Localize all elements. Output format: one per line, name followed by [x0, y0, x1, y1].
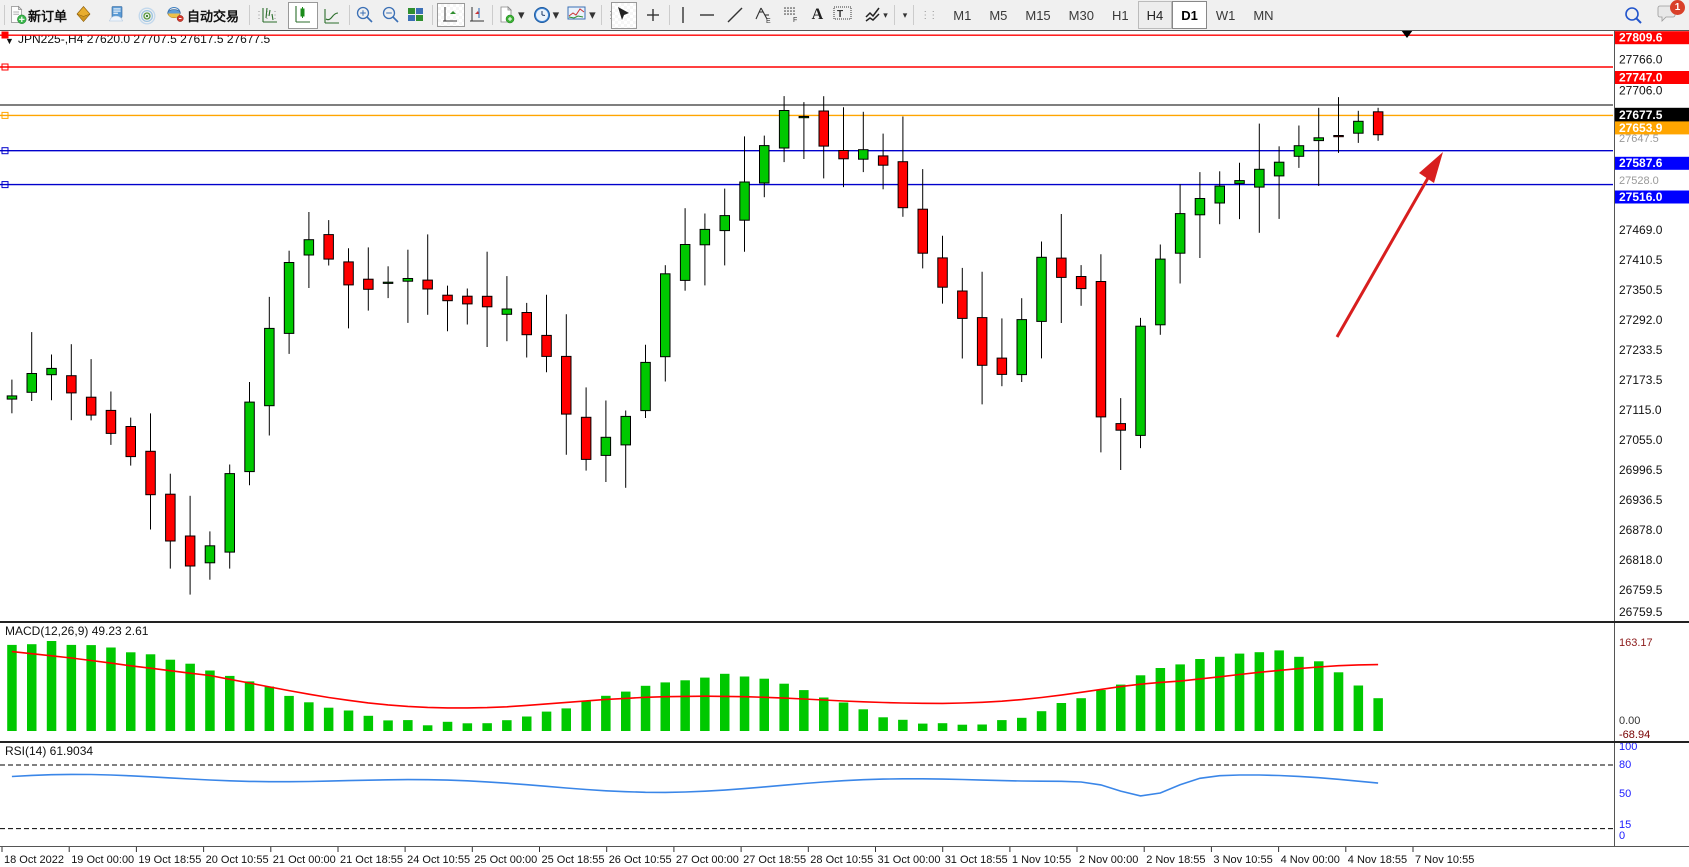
svg-text:26878.0: 26878.0 — [1619, 523, 1663, 537]
svg-text:27 Oct 18:55: 27 Oct 18:55 — [743, 854, 806, 866]
svg-text:19 Oct 00:00: 19 Oct 00:00 — [71, 854, 134, 866]
svg-text:26759.5: 26759.5 — [1619, 605, 1663, 619]
svg-text:MACD(12,26,9) 49.23 2.61: MACD(12,26,9) 49.23 2.61 — [5, 624, 149, 638]
svg-text:27469.0: 27469.0 — [1619, 223, 1663, 237]
svg-text:2 Nov 00:00: 2 Nov 00:00 — [1079, 854, 1138, 866]
svg-text:26996.5: 26996.5 — [1619, 463, 1663, 477]
svg-text:7 Nov 10:55: 7 Nov 10:55 — [1415, 854, 1474, 866]
svg-text:27292.0: 27292.0 — [1619, 313, 1663, 327]
svg-text:3 Nov 10:55: 3 Nov 10:55 — [1213, 854, 1272, 866]
svg-text:27350.5: 27350.5 — [1619, 283, 1663, 297]
svg-text:28 Oct 10:55: 28 Oct 10:55 — [810, 854, 873, 866]
svg-text:1 Nov 10:55: 1 Nov 10:55 — [1012, 854, 1071, 866]
svg-text:27 Oct 00:00: 27 Oct 00:00 — [676, 854, 739, 866]
svg-text:27516.0: 27516.0 — [1619, 190, 1663, 204]
svg-text:27173.5: 27173.5 — [1619, 373, 1663, 387]
svg-text:2 Nov 18:55: 2 Nov 18:55 — [1146, 854, 1205, 866]
svg-text:27766.0: 27766.0 — [1619, 53, 1663, 67]
svg-text:26936.5: 26936.5 — [1619, 493, 1663, 507]
svg-text:E: E — [766, 18, 771, 24]
svg-text:27747.0: 27747.0 — [1619, 71, 1663, 85]
svg-text:25 Oct 18:55: 25 Oct 18:55 — [542, 854, 605, 866]
svg-text:RSI(14) 61.9034: RSI(14) 61.9034 — [5, 744, 93, 758]
svg-text:19 Oct 18:55: 19 Oct 18:55 — [138, 854, 201, 866]
svg-text:27677.5: 27677.5 — [1619, 108, 1663, 122]
svg-text:31 Oct 18:55: 31 Oct 18:55 — [945, 854, 1008, 866]
svg-text:26759.5: 26759.5 — [1619, 583, 1663, 597]
svg-text:31 Oct 00:00: 31 Oct 00:00 — [878, 854, 941, 866]
svg-text:25 Oct 00:00: 25 Oct 00:00 — [474, 854, 537, 866]
svg-text:T: T — [837, 9, 843, 20]
svg-text:18 Oct 2022: 18 Oct 2022 — [4, 854, 64, 866]
svg-text:27115.0: 27115.0 — [1619, 403, 1662, 417]
svg-text:21 Oct 18:55: 21 Oct 18:55 — [340, 854, 403, 866]
svg-text:24 Oct 10:55: 24 Oct 10:55 — [407, 854, 470, 866]
svg-text:26 Oct 10:55: 26 Oct 10:55 — [609, 854, 672, 866]
svg-text:26818.0: 26818.0 — [1619, 553, 1663, 567]
svg-text:21 Oct 00:00: 21 Oct 00:00 — [273, 854, 336, 866]
svg-text:27647.5: 27647.5 — [1619, 133, 1659, 145]
svg-text:JPN225-,H4 27620.0 27707.5 27: JPN225-,H4 27620.0 27707.5 27617.5 27677… — [18, 32, 271, 46]
svg-text:F: F — [793, 17, 797, 23]
svg-text:27528.0: 27528.0 — [1619, 175, 1659, 187]
svg-text:27587.6: 27587.6 — [1619, 156, 1663, 170]
svg-text:27410.5: 27410.5 — [1619, 253, 1663, 267]
svg-text:27809.6: 27809.6 — [1619, 31, 1663, 45]
svg-text:4 Nov 18:55: 4 Nov 18:55 — [1348, 854, 1407, 866]
svg-text:27233.5: 27233.5 — [1619, 343, 1663, 357]
svg-text:27055.0: 27055.0 — [1619, 433, 1663, 447]
svg-text:4 Nov 00:00: 4 Nov 00:00 — [1281, 854, 1340, 866]
svg-text:20 Oct 10:55: 20 Oct 10:55 — [206, 854, 269, 866]
svg-text:27706.0: 27706.0 — [1619, 84, 1663, 98]
